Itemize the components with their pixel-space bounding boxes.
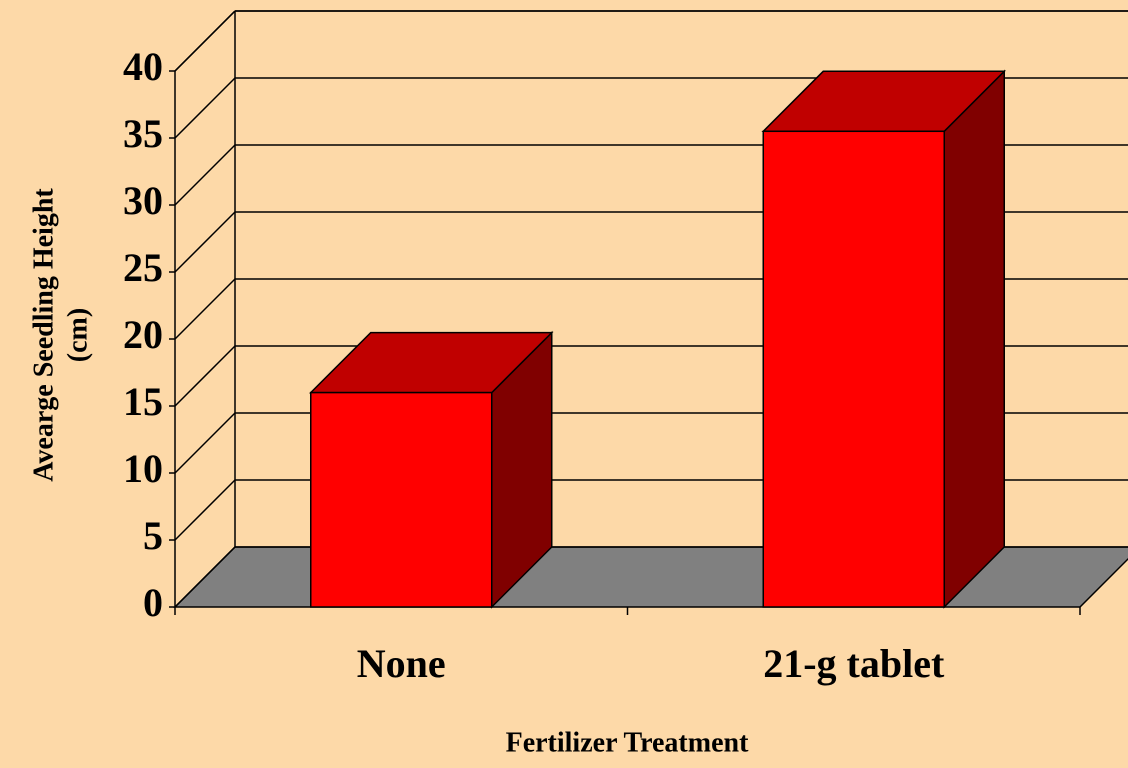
grid-line [174, 546, 236, 608]
y-tick-label: 40 [123, 44, 163, 89]
grid-line [174, 479, 236, 541]
y-tick-label: 10 [123, 446, 163, 491]
grid-line [174, 77, 236, 139]
grid-line [174, 278, 236, 340]
y-tick-label: 5 [143, 513, 163, 558]
y-axis-title: (cm) [62, 308, 93, 362]
x-axis-title: Fertilizer Treatment [506, 727, 749, 758]
bar [762, 130, 945, 608]
y-tick-label: 15 [123, 379, 163, 424]
y-tick-label: 35 [123, 111, 163, 156]
grid-line [174, 412, 236, 474]
grid-line [174, 345, 236, 407]
y-tick-label: 30 [123, 178, 163, 223]
grid-line [174, 211, 236, 273]
y-axis-title: Avearge Seedling Height [28, 188, 59, 482]
bar-side [943, 69, 1005, 609]
grid-line [174, 144, 236, 206]
y-tick-label: 20 [123, 312, 163, 357]
y-tick-label: 25 [123, 245, 163, 290]
x-tick-label: 21-g tablet [763, 641, 945, 686]
y-tick-label: 0 [143, 580, 163, 625]
bar [310, 391, 493, 608]
grid-line [174, 10, 236, 72]
x-tick-label: None [357, 641, 446, 686]
